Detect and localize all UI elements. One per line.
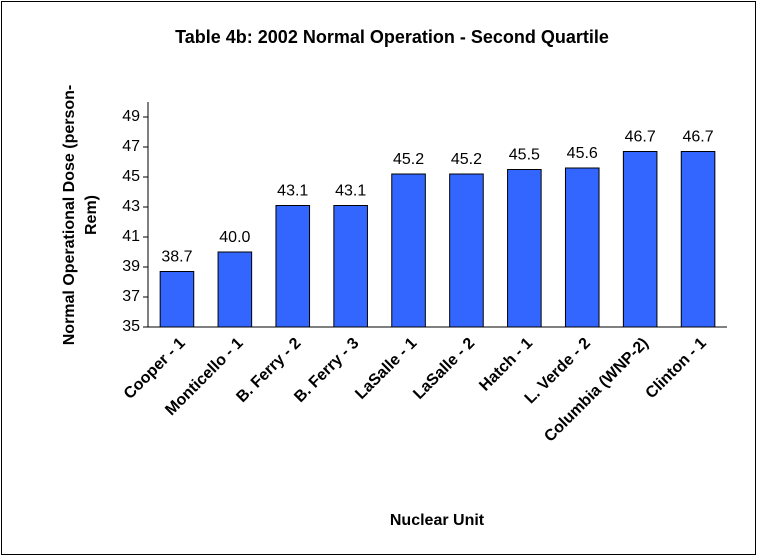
bar — [680, 151, 716, 328]
y-tick-label: 41 — [122, 228, 140, 245]
data-label: 45.5 — [509, 147, 540, 164]
bar — [275, 205, 311, 328]
data-label: 40.0 — [219, 229, 250, 246]
data-label: 43.1 — [335, 183, 366, 200]
bar — [622, 151, 658, 328]
data-label: 46.7 — [625, 129, 656, 146]
y-tick-label: 47 — [122, 138, 140, 155]
y-tick-label: 37 — [122, 288, 140, 305]
data-label: 45.2 — [393, 151, 424, 168]
bar — [507, 169, 542, 328]
bar — [159, 271, 195, 328]
data-label: 38.7 — [161, 249, 192, 266]
bar — [217, 251, 253, 328]
bar — [391, 173, 426, 328]
y-axis-label: Rem) — [83, 195, 100, 235]
bar — [564, 167, 600, 328]
data-label: 43.1 — [277, 183, 308, 200]
chart-title: Table 4b: 2002 Normal Operation - Second… — [175, 27, 609, 47]
data-label: 45.2 — [451, 151, 482, 168]
y-tick-label: 49 — [122, 108, 140, 125]
data-label: 46.7 — [682, 129, 713, 146]
x-axis-label: Nuclear Unit — [390, 512, 485, 529]
y-tick-label: 43 — [122, 198, 140, 215]
bar — [333, 205, 368, 328]
data-label: 45.6 — [567, 145, 598, 162]
y-tick-label: 35 — [122, 318, 140, 335]
y-tick-label: 45 — [122, 168, 140, 185]
bar — [449, 173, 484, 328]
y-axis-label: Normal Operational Dose (person- — [61, 85, 78, 346]
y-tick-label: 39 — [122, 258, 140, 275]
